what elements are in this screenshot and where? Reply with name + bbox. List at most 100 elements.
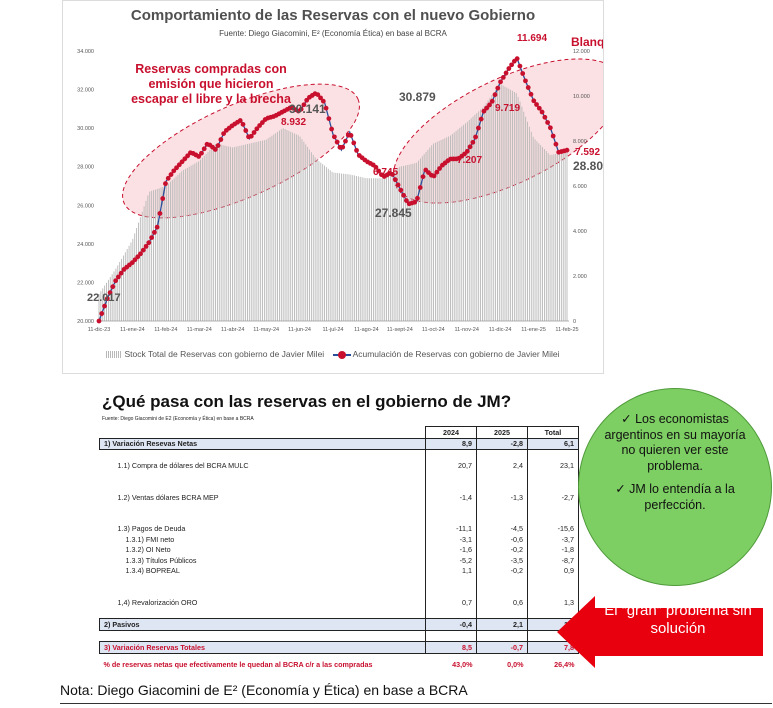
accumulation-point <box>528 91 534 97</box>
accumulation-point <box>329 126 335 132</box>
accumulation-point <box>99 311 105 316</box>
value-annotation: 9.719 <box>495 103 520 114</box>
table-row-label: 1.3.4) BOPREAL <box>125 566 180 576</box>
table-row-label <box>100 450 426 461</box>
table-cell-total: -3,7 <box>527 534 579 545</box>
table-cell-v2025: -2,8 <box>476 437 528 450</box>
accumulation-point <box>531 98 537 104</box>
table-cell-v2024 <box>425 630 477 642</box>
table-title: ¿Qué pasa con las reservas en el gobiern… <box>102 392 512 411</box>
pct-cell-v2025: 0,0% <box>507 660 524 669</box>
accumulation-point <box>489 98 495 104</box>
footer-divider <box>60 703 772 704</box>
table-cell-v2025: -0,2 <box>476 544 528 555</box>
table-cell-v2025 <box>476 502 528 513</box>
accumulation-point <box>301 102 307 108</box>
table-row-label: 1) Variación Resevas Netas <box>99 437 426 450</box>
table-cell-v2024: -5,2 <box>425 555 477 566</box>
x-tick-label: 11-ene-24 <box>120 327 145 333</box>
accumulation-point <box>478 116 484 122</box>
y-left-tick-label: 20.000 <box>77 319 94 325</box>
accumulation-point <box>542 114 548 120</box>
accumulation-point <box>104 296 110 302</box>
accumulation-point <box>467 144 473 150</box>
table-row-label: 1.1) Compra de dólares del BCRA MULC <box>117 461 249 471</box>
table-cell-total: 6,1 <box>527 437 579 450</box>
table-source: Fuente: Diego Giacomini de E2 (Economía … <box>102 416 254 422</box>
y-left-tick-label: 30.000 <box>77 126 94 132</box>
table-cell-total <box>527 576 579 587</box>
accumulation-point <box>536 105 542 111</box>
accumulation-point <box>151 229 157 235</box>
accumulation-point <box>354 147 359 153</box>
accumulation-point <box>215 143 221 148</box>
accumulation-point <box>437 166 443 171</box>
table-row: 1.3.1) FMI neto -3,1 -0,6 -3,7 <box>100 534 579 545</box>
table-row: 2) Pasivos-0,42,11,7 <box>99 618 579 631</box>
table-cell-v2025 <box>476 630 528 642</box>
accumulation-point <box>520 71 526 76</box>
chart-title: Comportamiento de las Reservas con el nu… <box>130 7 536 24</box>
accumulation-point <box>487 102 492 108</box>
accumulation-point <box>420 174 426 180</box>
accumulation-point <box>107 290 113 296</box>
table-row-label <box>100 576 426 587</box>
table-cell-v2025 <box>476 513 528 524</box>
accumulation-point <box>523 78 528 84</box>
reserves-table-panel: ¿Qué pasa con las reservas en el gobiern… <box>96 392 582 670</box>
table-cell-v2024: -0,4 <box>425 618 477 631</box>
accumulation-point <box>401 192 407 198</box>
accumulation-point <box>473 134 479 140</box>
green-comment-bubble <box>578 388 772 586</box>
table-cell-v2024 <box>425 513 477 524</box>
accumulation-point <box>343 138 348 144</box>
accumulation-point <box>503 70 509 76</box>
reserves-chart: 20.000 22.000 24.000 26.000 28.000 30.000 32.0… <box>62 0 604 374</box>
table-header-cell: 2024 <box>425 426 477 439</box>
table-cell-total <box>527 513 579 524</box>
accumulation-point <box>417 185 423 190</box>
accumulation-point <box>431 173 437 179</box>
x-tick-label: 11-ago-24 <box>354 327 379 333</box>
accumulation-point <box>323 105 329 111</box>
x-tick-label: 11-ene-25 <box>521 327 546 333</box>
table-row: 1) Variación Resevas Netas 8,9 -2,8 6,1 <box>99 437 579 450</box>
table-cell-v2024 <box>425 471 477 482</box>
legend-bar-swatch <box>106 351 123 359</box>
reserves-table: 2024 2025 Total 1) Variación Resevas Netas 8… <box>99 426 579 676</box>
accumulation-point <box>171 168 177 174</box>
table-row-label: 1.3.1) FMI neto <box>125 534 175 544</box>
legend-line-label: Acumulación de Reservas con gobierno de … <box>352 349 560 359</box>
table-cell-total: 0,9 <box>527 565 579 576</box>
accumulation-point <box>221 131 227 136</box>
table-row <box>100 513 579 524</box>
y-right-tick-label: 0 <box>573 319 576 325</box>
table-row-label <box>100 587 426 598</box>
accumulation-point <box>553 141 559 147</box>
accumulation-point <box>464 148 470 154</box>
callout-right: Blanqueo y carry trade <box>571 35 603 49</box>
table-cell-v2024 <box>425 481 477 492</box>
accumulation-point <box>398 187 404 193</box>
y-right-tick-label: 2.000 <box>573 274 587 280</box>
y-right-tick-label: 6.000 <box>573 184 587 190</box>
accumulation-point <box>298 106 304 112</box>
accumulation-point <box>320 98 326 104</box>
table-cell-total <box>527 502 579 513</box>
accumulation-point <box>492 92 498 98</box>
table-row-label <box>100 482 426 493</box>
table-row-label <box>100 608 426 619</box>
table-cell-v2025: -0,7 <box>476 641 528 654</box>
table-row-label: 1,4) Revalorización ORO <box>117 597 198 607</box>
table-row-label: 1.2) Ventas dólares BCRA MEP <box>117 492 219 502</box>
accumulation-point <box>539 109 545 115</box>
accumulation-point <box>376 168 382 174</box>
accumulation-point <box>517 63 523 69</box>
x-tick-label: 11-dic-23 <box>88 327 111 333</box>
table-cell-v2024 <box>425 502 477 513</box>
table-cell-total: -1,8 <box>527 544 579 555</box>
table-header-row: 2024 2025 Total <box>100 426 579 439</box>
accumulation-point <box>545 120 551 125</box>
accumulation-point <box>315 92 321 97</box>
table-cell-v2025 <box>476 607 528 619</box>
